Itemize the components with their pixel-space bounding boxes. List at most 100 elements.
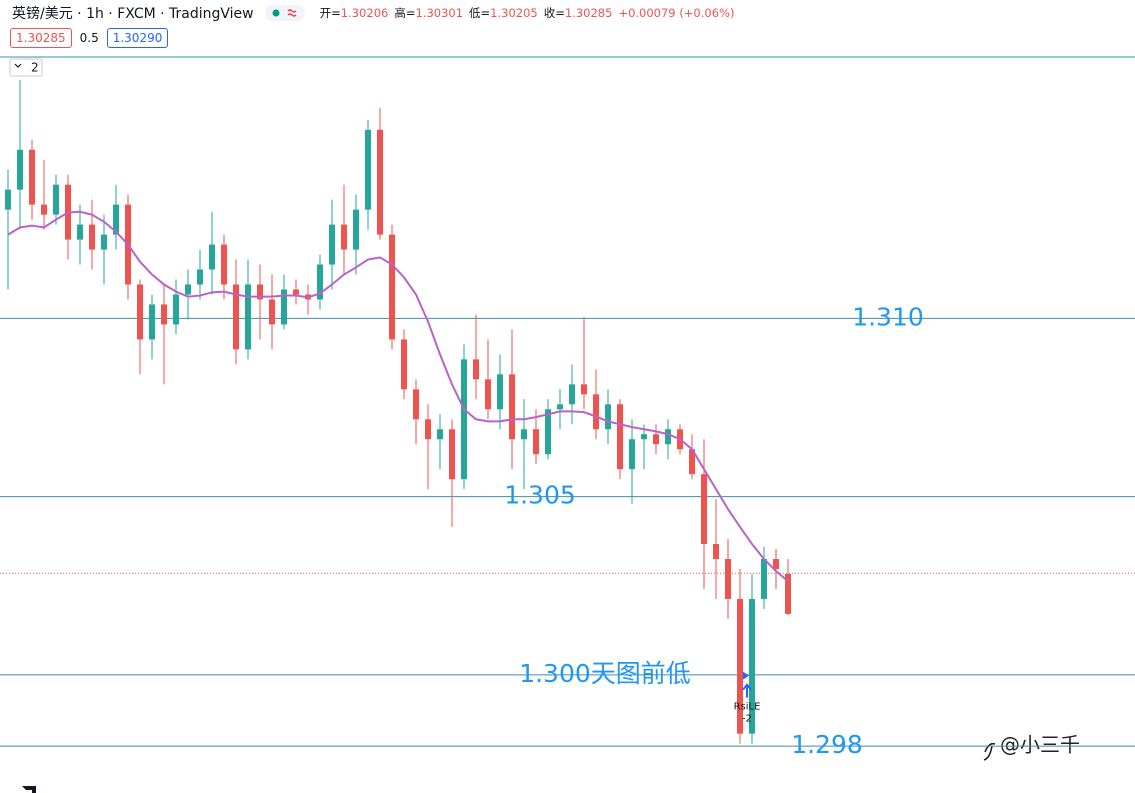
candle-body — [329, 224, 335, 265]
candle-body — [725, 559, 731, 599]
status-icons — [264, 5, 305, 21]
candle-body — [545, 409, 551, 455]
candle-body — [257, 284, 263, 300]
level-label: 1.305 — [504, 481, 576, 510]
ohlc-label: 开= — [319, 6, 341, 20]
candle-body — [173, 294, 179, 325]
signal-qty: -2 — [742, 714, 752, 725]
candle-body — [233, 284, 239, 350]
candle-body — [113, 204, 119, 235]
candle-body — [41, 204, 47, 215]
signal-label: RsiLE — [734, 702, 761, 713]
candle-body — [365, 129, 371, 210]
candle-body — [29, 149, 35, 205]
symbol-title[interactable]: 英镑/美元 · 1h · FXCM · TradingView — [12, 6, 254, 22]
candle-body — [161, 304, 167, 325]
price-change: +0.00079 (+0.06%) — [618, 6, 735, 20]
candle-body — [377, 129, 383, 235]
candle-body — [77, 224, 83, 240]
buy-button[interactable]: 1.30290 — [106, 28, 169, 48]
level-label: 1.300天图前低 — [519, 659, 691, 688]
ohlc-value: 1.30206 — [340, 6, 389, 20]
candle-body — [617, 404, 623, 470]
sell-button[interactable]: 1.30285 — [10, 28, 72, 48]
candle-body — [89, 224, 95, 250]
ohlc-label: 低= — [469, 6, 491, 20]
moving-average — [7, 210, 789, 582]
candle-body — [149, 304, 155, 340]
trade-row: 1.30285 0.5 1.30290 — [10, 28, 169, 48]
candle-body — [197, 269, 203, 285]
candle-body — [593, 394, 599, 430]
candle-body — [437, 429, 443, 440]
tv-logo — [22, 786, 36, 793]
signal-arrow — [742, 683, 752, 698]
candle-body — [533, 429, 539, 455]
candle-body — [629, 439, 635, 470]
candle-body — [353, 209, 359, 250]
candle-body — [785, 573, 791, 614]
candle-body — [557, 404, 563, 410]
watermark: @小三千 — [1000, 733, 1080, 757]
candle-body — [389, 234, 395, 340]
candle-body — [605, 404, 611, 430]
candle-body — [221, 244, 227, 285]
candle-body — [773, 559, 779, 569]
signal-flag — [743, 671, 749, 680]
candle-body — [653, 434, 659, 445]
candle-body — [569, 384, 575, 405]
candle-body — [425, 419, 431, 440]
ohlc-label: 高= — [394, 6, 416, 20]
candle-body — [17, 149, 23, 190]
candle-body — [485, 379, 491, 410]
ohlc-value: 1.30301 — [415, 6, 464, 20]
candle-body — [713, 544, 719, 560]
candle-body — [521, 429, 527, 440]
candle-body — [701, 474, 707, 545]
header: 英镑/美元 · 1h · FXCM · TradingView 开=1.3020… — [0, 0, 1135, 52]
candle-body — [209, 244, 215, 270]
candle-body — [737, 598, 743, 734]
collapse-button[interactable] — [9, 58, 43, 77]
candle-body — [269, 299, 275, 325]
data-delay-icon — [287, 9, 297, 17]
chevron-icon — [14, 63, 22, 68]
watermark-logo — [983, 742, 996, 761]
candle-body — [761, 559, 767, 599]
candle-body — [401, 339, 407, 390]
header-row: 英镑/美元 · 1h · FXCM · TradingView 开=1.3020… — [12, 3, 740, 23]
ohlc-value: 1.30205 — [490, 6, 538, 20]
collapse-count: 2 — [31, 61, 39, 75]
candle-body — [101, 234, 107, 250]
level-label: 1.310 — [852, 302, 924, 331]
ohlc-value: 1.30285 — [564, 6, 613, 20]
market-open-dot — [272, 9, 280, 17]
level-label: 1.298 — [791, 730, 863, 759]
candle-body — [53, 184, 59, 215]
ohlc-label: 收= — [543, 6, 565, 20]
candle-body — [317, 264, 323, 300]
status-pill — [264, 5, 305, 21]
candle-body — [449, 429, 455, 480]
candle-body — [245, 284, 251, 350]
candle-body — [641, 434, 647, 440]
candle-body — [497, 374, 503, 410]
ohlc-values: 开=1.30206 高=1.30301 低=1.30205 收=1.30285 — [320, 5, 619, 21]
candle-body — [665, 429, 671, 445]
candle-body — [185, 284, 191, 295]
candle-body — [5, 189, 11, 210]
candle-body — [461, 359, 467, 480]
candle-body — [689, 449, 695, 475]
candle-body — [281, 289, 287, 325]
candle-body — [293, 289, 299, 295]
candle-body — [341, 224, 347, 250]
candle-body — [413, 389, 419, 420]
candle-body — [137, 284, 143, 340]
candle-body — [509, 374, 515, 440]
candle-body — [473, 359, 479, 380]
candle-body — [749, 598, 755, 734]
candle-body — [581, 384, 587, 395]
spread: 0.5 — [79, 31, 99, 45]
